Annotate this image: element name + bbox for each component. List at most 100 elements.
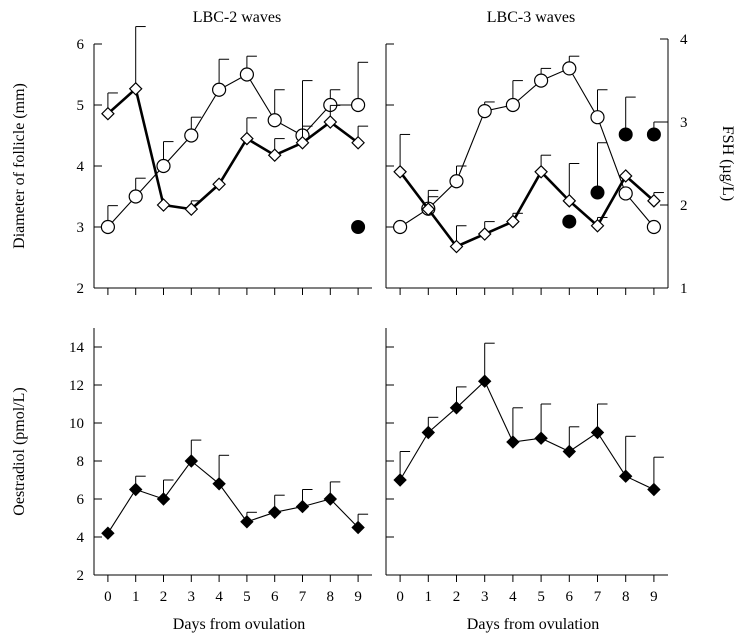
panel3-x-tick-label-5: 5 xyxy=(537,589,545,605)
panel2-x-tick-label-8: 8 xyxy=(327,589,335,605)
panel3-filled-diamond-point-9 xyxy=(647,482,661,497)
panel3-filled-diamond-point-0 xyxy=(393,473,407,487)
panel2-filled-diamond-point-4 xyxy=(212,477,226,491)
panel3-x-tick-label-0: 0 xyxy=(396,589,404,605)
panel1-right-y-tick-label-2: 3 xyxy=(680,115,688,131)
panel2-y-tick-label-2: 6 xyxy=(77,492,85,508)
panel1-open-circle-point-7 xyxy=(590,110,605,125)
panel2-filled-diamond-point-5 xyxy=(240,515,254,529)
panel3-x-tick-label-7: 7 xyxy=(594,589,602,605)
panel2-y-tick-label-4: 10 xyxy=(69,416,84,432)
panel2-x-tick-label-4: 4 xyxy=(215,589,223,605)
panel3-filled-diamond-point-3 xyxy=(477,374,492,388)
panel3-filled-diamond-point-5 xyxy=(534,431,548,445)
panel1-filled-circle-point-3 xyxy=(646,127,661,142)
panel0-y-tick-label-0: 2 xyxy=(77,281,85,297)
panel2-x-tick-label-0: 0 xyxy=(104,589,112,605)
panel3-x-axis-label: Days from ovulation xyxy=(467,616,599,633)
panel3-filled-diamond-point-2 xyxy=(449,401,464,415)
panel0-open-circle-point-2 xyxy=(156,158,171,174)
panel2-y-tick-label-6: 14 xyxy=(69,340,85,356)
panel2-series0-line xyxy=(107,460,359,534)
panel1-right-y-tick-label-1: 2 xyxy=(680,198,688,214)
panel0-open-diamond-point-5 xyxy=(240,131,254,146)
panel2-filled-diamond-point-1 xyxy=(128,482,143,497)
panel1-open-diamond-point-1 xyxy=(421,202,436,216)
panel2-x-tick-label-9: 9 xyxy=(354,589,362,605)
panel1-open-diamond-point-6 xyxy=(562,194,577,208)
panel0-open-circle-point-9 xyxy=(351,97,366,113)
panel1-open-circle-point-3 xyxy=(477,103,492,119)
panel0-open-circle-point-3 xyxy=(184,128,199,143)
panel2-x-tick-label-6: 6 xyxy=(271,589,279,605)
panel2-filled-diamond-point-6 xyxy=(267,505,282,520)
panel3-x-tick-label-3: 3 xyxy=(481,589,489,605)
panel1-open-circle-point-9 xyxy=(646,219,662,235)
panel2-y-tick-label-1: 4 xyxy=(77,530,85,546)
panel2-filled-diamond-point-8 xyxy=(323,492,338,506)
panel1-open-diamond-point-9 xyxy=(647,194,661,208)
panel0-series1-line xyxy=(107,86,359,211)
panel2-filled-diamond-point-9 xyxy=(351,520,365,535)
panel1-right-y-tick-label-0: 1 xyxy=(680,281,688,297)
panel3-filled-diamond-point-6 xyxy=(562,444,577,459)
panel1-open-diamond-point-5 xyxy=(534,164,548,179)
panel0-open-diamond-point-9 xyxy=(351,135,365,150)
panel0-open-circle-point-6 xyxy=(267,113,282,128)
panel3-filled-diamond-point-8 xyxy=(618,469,633,483)
panel0-open-circle-point-0 xyxy=(100,219,116,235)
panel1-open-circle-point-5 xyxy=(533,73,549,88)
panel2-y-tick-label-5: 12 xyxy=(69,378,84,394)
panel0-filled-circle-point-0 xyxy=(351,220,366,234)
panel1-series0-line xyxy=(399,67,655,228)
panel0-open-circle-point-1 xyxy=(128,189,143,204)
panel1-open-circle-point-0 xyxy=(393,219,408,235)
panel0-y-tick-label-2: 4 xyxy=(77,159,85,175)
panel0-y-tick-label-4: 6 xyxy=(77,37,85,53)
panel1-open-circle-point-8 xyxy=(618,186,633,201)
panel2-x-tick-label-5: 5 xyxy=(243,589,251,605)
panel2-x-tick-label-2: 2 xyxy=(160,589,168,605)
panel0-open-diamond-point-6 xyxy=(267,148,282,163)
panel0-title: LBC-2 waves xyxy=(193,9,281,26)
panel1-right-y-tick-label-3: 4 xyxy=(680,32,688,48)
panel3-filled-diamond-point-7 xyxy=(590,425,605,440)
panel3-x-tick-label-2: 2 xyxy=(453,589,461,605)
panel0-open-circle-point-4 xyxy=(212,82,227,97)
panel0-y-tick-label-1: 3 xyxy=(77,220,85,236)
panel1-open-diamond-point-8 xyxy=(618,169,633,183)
panel1-open-diamond-point-0 xyxy=(393,164,407,179)
panel0-open-diamond-point-3 xyxy=(184,202,199,216)
panel0-y-axis-label: Diameter of follicle (mm) xyxy=(11,83,28,249)
panel0-open-diamond-point-1 xyxy=(128,81,143,96)
panel2-x-tick-label-1: 1 xyxy=(132,589,140,605)
panel2-filled-diamond-point-0 xyxy=(101,526,115,540)
panel0-y-tick-label-3: 5 xyxy=(77,98,85,114)
panel2-x-axis-label: Days from ovulation xyxy=(173,616,305,633)
panel2-x-tick-label-3: 3 xyxy=(188,589,196,605)
panel3-x-tick-label-8: 8 xyxy=(622,589,630,605)
panel1-filled-circle-point-1 xyxy=(590,185,605,200)
panel0-series0-line xyxy=(107,73,359,228)
panel1-series1-line xyxy=(399,169,655,249)
panel3-x-tick-label-4: 4 xyxy=(509,589,517,605)
panel2-y-axis-label: Oestradiol (pmol/L) xyxy=(11,387,28,515)
panel1-open-circle-point-6 xyxy=(562,61,577,76)
panel0-open-diamond-point-4 xyxy=(212,177,226,192)
panel3-x-tick-label-6: 6 xyxy=(566,589,574,605)
panel3-x-tick-label-1: 1 xyxy=(425,589,433,605)
panel2-x-tick-label-7: 7 xyxy=(299,589,307,605)
panel0-open-diamond-point-2 xyxy=(156,198,171,212)
panel3-x-tick-label-9: 9 xyxy=(650,589,658,605)
panel1-open-diamond-point-4 xyxy=(506,214,520,229)
panel1-open-diamond-point-3 xyxy=(477,227,492,241)
panel1-open-diamond-point-2 xyxy=(449,239,464,254)
panel0-open-diamond-point-7 xyxy=(295,135,310,150)
panel1-filled-circle-point-2 xyxy=(618,127,633,142)
panel0-open-diamond-point-8 xyxy=(323,115,338,129)
panel3-filled-diamond-point-1 xyxy=(421,425,436,440)
panel1-open-circle-point-2 xyxy=(449,174,464,189)
panel2-filled-diamond-point-2 xyxy=(156,492,171,506)
panel1-title: LBC-3 waves xyxy=(487,9,575,26)
